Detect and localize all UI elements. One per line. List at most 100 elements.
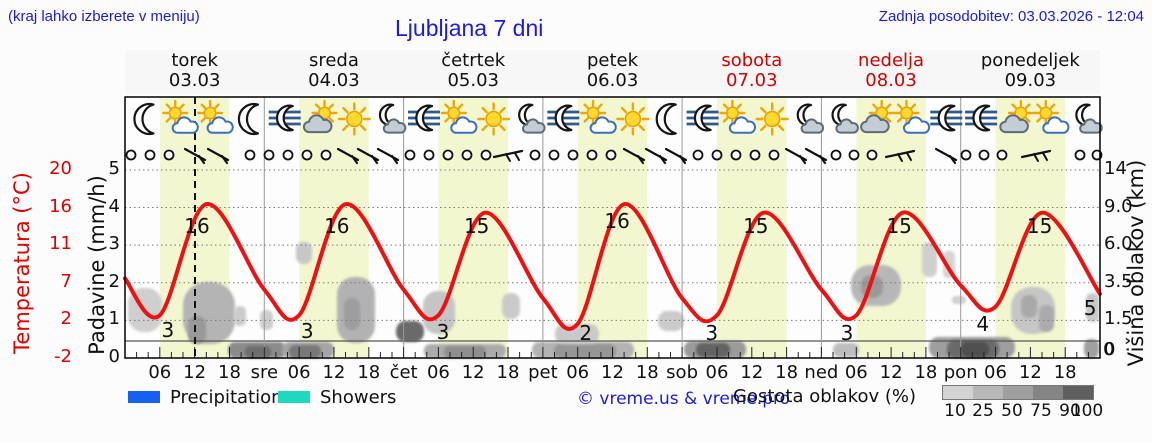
- cloud-density-segment: [973, 386, 1003, 399]
- cloud-density-blob: [188, 316, 206, 344]
- weather-icon-sun: [616, 102, 650, 136]
- weather-icon-sun-cloud: [440, 99, 478, 134]
- weather-icon-fog-moon: [965, 104, 998, 132]
- precip-tick: 0: [108, 346, 120, 367]
- weather-icon-sun: [755, 102, 789, 136]
- cloud-density-tick: 50: [1001, 401, 1023, 421]
- cloud-tick: 6.0: [1104, 233, 1133, 255]
- cloud-density-blob: [554, 344, 616, 358]
- day-header-sobota: sobota 07.03: [682, 51, 822, 91]
- hour-label: 12: [1018, 362, 1042, 383]
- wind-symbol-calm: [711, 149, 723, 161]
- hour-label: 18: [218, 362, 241, 383]
- cloud-density-tick: 90: [1059, 401, 1081, 421]
- hour-label: 06: [984, 362, 1007, 383]
- wind-symbol-barb: [804, 147, 828, 165]
- day-date: 06.03: [586, 70, 639, 91]
- cloud-density-blob: [1086, 293, 1099, 322]
- day-date: 08.03: [865, 70, 917, 91]
- hour-label: 18: [357, 362, 381, 383]
- cloud-tick: 14: [1104, 158, 1127, 179]
- weather-icon-sun-graycloud: [860, 99, 895, 134]
- hour-label: 18: [775, 362, 799, 383]
- wind-symbol-calm: [996, 149, 1008, 161]
- precipitation-swatch: [128, 391, 160, 403]
- day-name: nedelja: [858, 50, 925, 71]
- cloud-density-scale: [942, 385, 1094, 400]
- temp-tick: 20: [49, 158, 72, 179]
- hour-label: 18: [635, 362, 659, 383]
- day-header-ponedeljek: ponedeljek 09.03: [960, 51, 1100, 91]
- weather-icon-moon: [237, 102, 259, 136]
- precipitation-label: Precipitation: [170, 387, 283, 408]
- temp-tick: -2: [54, 346, 72, 367]
- day-date: 04.03: [308, 70, 360, 91]
- day-name: četrtek: [441, 50, 506, 71]
- cloud-tick: 3.5: [1104, 270, 1133, 292]
- precip-tick: 4: [108, 195, 120, 217]
- precip-tick: 2: [108, 270, 120, 292]
- showers-label: Showers: [320, 387, 397, 408]
- temperature-value-label: 16: [604, 209, 630, 234]
- hour-label: 06: [566, 362, 590, 383]
- credit-link[interactable]: © vreme.us & vreme.pro: [577, 389, 791, 409]
- wind-symbol-calm: [692, 149, 704, 161]
- cloud-density-tick: 100: [1070, 401, 1104, 421]
- day-header-strip: [125, 50, 1100, 94]
- temperature-value-label: 15: [463, 214, 490, 239]
- temperature-value-label: 15: [886, 214, 912, 239]
- wind-symbol-barb: [183, 147, 207, 165]
- hour-label: 12: [183, 362, 207, 383]
- cloud-density-blob: [234, 306, 246, 326]
- cloud-density-segment: [1003, 386, 1033, 399]
- hour-label: 06: [426, 362, 450, 383]
- day-header-četrtek: četrtek 05.03: [403, 51, 543, 91]
- cloud-density-blob: [396, 321, 424, 342]
- day-name: sreda: [308, 50, 359, 71]
- day-abbr-label: sre: [250, 362, 279, 383]
- hour-label: 06: [148, 362, 172, 383]
- weather-icon-moon-cloud: [518, 103, 546, 134]
- day-date: 05.03: [447, 70, 499, 91]
- weather-icon-sun-cloud: [893, 99, 931, 134]
- hour-label: 18: [496, 362, 520, 383]
- wind-symbol-calm: [830, 149, 842, 161]
- wind-symbol-calm: [163, 149, 175, 161]
- temperature-curve: [123, 202, 1102, 331]
- day-header-sreda: sreda 04.03: [264, 51, 404, 91]
- weather-icon-sun: [477, 102, 511, 136]
- day-date: 09.03: [1004, 70, 1057, 91]
- hour-label: 18: [914, 362, 938, 383]
- wind-symbol-calm: [548, 149, 560, 161]
- wind-symbol-calm: [301, 149, 313, 161]
- wind-symbol-calm: [848, 149, 860, 161]
- wind-symbol-barb: [1020, 149, 1052, 162]
- wind-symbol-calm: [144, 149, 156, 161]
- wind-symbol-calm: [480, 149, 492, 161]
- cloud-density-blob: [502, 293, 520, 319]
- day-abbr-label: sob: [666, 362, 699, 383]
- hour-label: 06: [287, 362, 311, 383]
- wind-symbol-calm: [461, 149, 473, 161]
- temperature-value-label: 4: [976, 311, 990, 336]
- weather-icon-fog-moon: [547, 104, 580, 132]
- day-header-nedelja: nedelja 08.03: [821, 51, 961, 91]
- cloud-tick: 0: [1104, 339, 1116, 360]
- day-date: 03.03: [168, 70, 221, 91]
- day-name: sobota: [721, 50, 783, 71]
- cloud-density-blob: [245, 346, 271, 358]
- cloud-density-blob: [1021, 295, 1037, 318]
- day-abbr-label: čet: [389, 362, 418, 383]
- wind-symbol-calm: [529, 149, 541, 161]
- wind-symbol-barb: [356, 147, 380, 165]
- temperature-value-label: 15: [743, 214, 769, 239]
- day-date: 07.03: [726, 70, 778, 91]
- weather-icon-moon: [133, 102, 155, 136]
- wind-symbol-barb: [644, 147, 668, 165]
- wind-symbol-calm: [978, 149, 990, 161]
- temperature-value-label: 3: [840, 321, 854, 346]
- weather-icon-moon-cloud: [796, 103, 825, 134]
- weather-icon-fog-moon: [930, 104, 963, 132]
- hour-label: 06: [705, 362, 729, 383]
